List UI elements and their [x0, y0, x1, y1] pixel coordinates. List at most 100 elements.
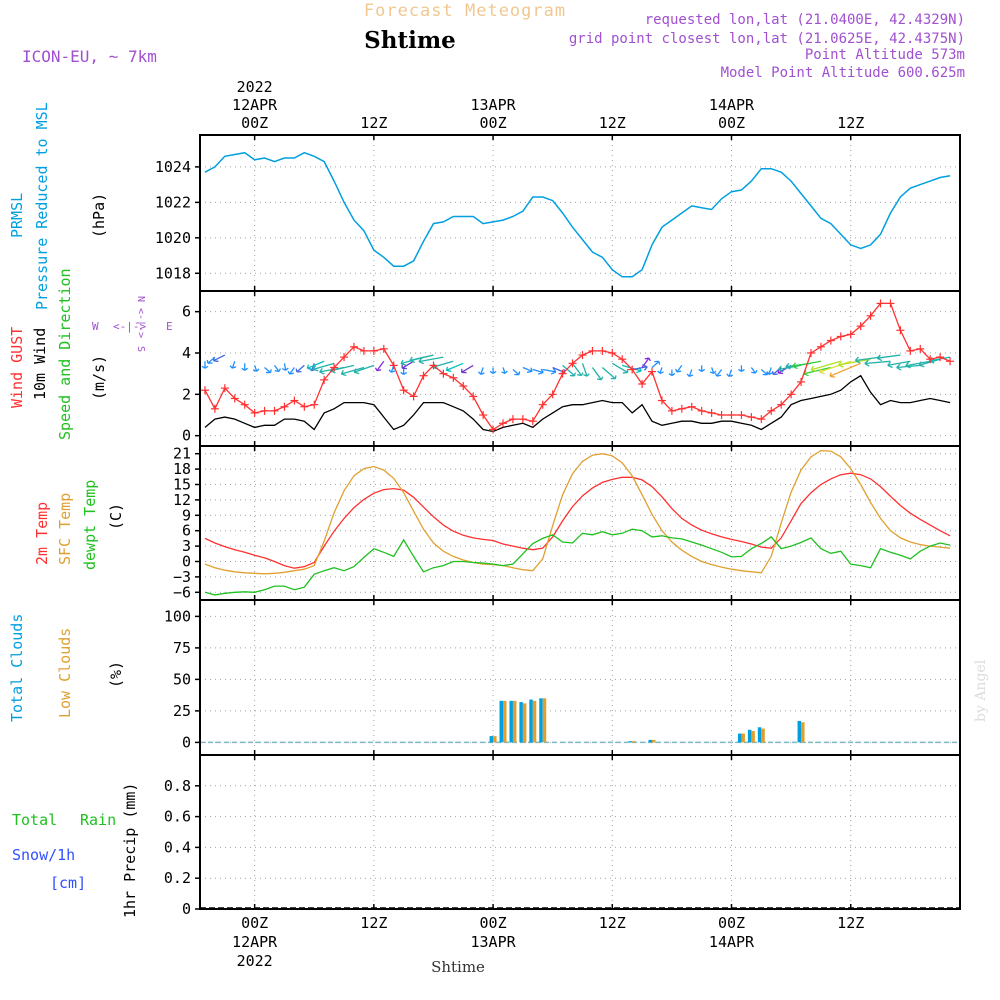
wind-arrow	[289, 367, 295, 375]
wind-arrowhead	[526, 370, 533, 373]
top-time-label: 12Z	[837, 114, 864, 132]
y-tick-label: 0.8	[164, 777, 191, 795]
total-cloud-bar	[648, 739, 653, 743]
wind-arrowhead	[252, 369, 257, 372]
wind-arrowhead	[713, 370, 717, 374]
wind-arrowhead	[785, 362, 790, 368]
wind-arrowhead	[636, 370, 642, 374]
wind-arrowhead	[803, 373, 809, 377]
wind-arrow	[480, 367, 484, 375]
data-layer	[200, 151, 960, 909]
bottom-time-label: 2022	[237, 952, 273, 970]
wind-arrowhead	[204, 365, 209, 369]
compass-n: N	[135, 296, 146, 302]
panel-frame	[199, 599, 961, 756]
wind-arrow	[877, 354, 901, 359]
total-cloud-bar	[529, 699, 533, 743]
panel5-labels: Total Rain Snow/1h [cm] 1hr Precip (mm)	[12, 783, 139, 918]
compass-w: W	[92, 320, 99, 333]
wind-arrowhead	[854, 356, 859, 361]
total-cloud-bar	[757, 727, 762, 743]
wind-arrow	[409, 354, 434, 362]
wind-arrowhead	[709, 371, 714, 374]
wind-arrow	[522, 366, 533, 372]
axis-layer: 10181020102210240246−6−30369121518210255…	[155, 78, 864, 970]
top-time-label: 00Z	[480, 114, 507, 132]
wind-arrowhead	[778, 368, 784, 373]
wind-arrowhead	[274, 370, 280, 373]
low-cloud-bar	[801, 722, 805, 743]
wind-arrowhead	[418, 360, 425, 365]
bottom-time-label: 12APR	[232, 933, 278, 951]
wind-arrow	[542, 368, 557, 373]
low-cloud-bar	[542, 698, 547, 743]
wind-arrow	[611, 362, 629, 374]
grid-layer	[200, 135, 960, 910]
wind-arrow	[855, 356, 881, 362]
wind-arrowhead	[658, 361, 661, 365]
wind-arrowhead	[540, 368, 544, 373]
wind-arrowhead	[354, 371, 360, 375]
wind-arrowhead	[492, 370, 497, 375]
wind-arrow	[864, 360, 891, 365]
wind-arrowhead	[714, 372, 718, 377]
wind-arrowhead	[289, 372, 294, 375]
top-time-label: 2022	[237, 78, 273, 96]
wind-arrowhead	[716, 374, 722, 377]
wind-arrowhead	[689, 374, 694, 378]
wind-arrowhead	[232, 366, 237, 369]
x-axis-label: Shtime	[431, 958, 485, 976]
compass-e: E	[166, 320, 173, 333]
wind-arrowhead	[668, 372, 673, 377]
wind-arrow	[688, 369, 693, 377]
wind-arrowhead	[241, 367, 246, 371]
total-clouds-label: Total Clouds	[8, 614, 26, 722]
wind-arrow	[760, 369, 768, 376]
low-cloud-bar	[632, 741, 636, 743]
wind-arrowhead	[876, 357, 883, 362]
wind-arrowhead	[887, 361, 892, 366]
y-tick-label: 21	[173, 445, 191, 463]
wind-arrow	[313, 362, 335, 370]
y-tick-label: 18	[173, 460, 191, 478]
wind-arrowhead	[792, 362, 796, 367]
wind-arrow	[838, 358, 871, 366]
wind-arrowhead	[295, 368, 298, 373]
sfc-temp-line	[204, 449, 951, 575]
frame-layer	[199, 134, 961, 910]
top-time-label: 13APR	[470, 96, 516, 114]
top-time-label: 00Z	[241, 114, 268, 132]
total-cloud-bar	[747, 729, 752, 743]
point-altitude: Point Altitude 573m	[805, 47, 965, 63]
gust-line	[204, 302, 951, 431]
wind-arrowhead	[285, 367, 289, 371]
bottom-time-label: 00Z	[718, 914, 745, 932]
y-tick-label: 0	[182, 900, 191, 918]
wind-arrowhead	[391, 370, 396, 373]
wind-arrowhead	[829, 375, 836, 378]
bottom-time-label: 12Z	[599, 914, 626, 932]
wind-arrowhead	[614, 375, 617, 379]
snow-unit-label: [cm]	[50, 874, 86, 892]
y-tick-label: 1024	[155, 158, 191, 176]
rain-label: Rain	[80, 811, 116, 829]
y-tick-label: 9	[182, 506, 191, 524]
top-time-label: 12APR	[232, 96, 278, 114]
y-tick-label: 0	[182, 427, 191, 445]
wind-arrowhead	[751, 371, 756, 374]
y-tick-label: 1020	[155, 229, 191, 247]
y-tick-label: 6	[182, 303, 191, 321]
wind-arrowhead	[538, 371, 544, 375]
low-cloud-bar	[522, 703, 527, 743]
compass-s: S	[135, 346, 146, 352]
y-tick-label: 4	[182, 344, 191, 362]
wind-arrowhead	[741, 368, 745, 372]
wind-arrowhead	[671, 372, 676, 377]
dewpt-label: dewpt Temp	[81, 480, 99, 570]
temp-unit-label: (C)	[107, 503, 125, 530]
panel-frame	[199, 754, 961, 910]
bottom-time-label: 13APR	[470, 933, 516, 951]
wind-arrow	[716, 369, 723, 377]
y-tick-label: 1022	[155, 193, 191, 211]
wind-arrowhead	[905, 361, 910, 367]
